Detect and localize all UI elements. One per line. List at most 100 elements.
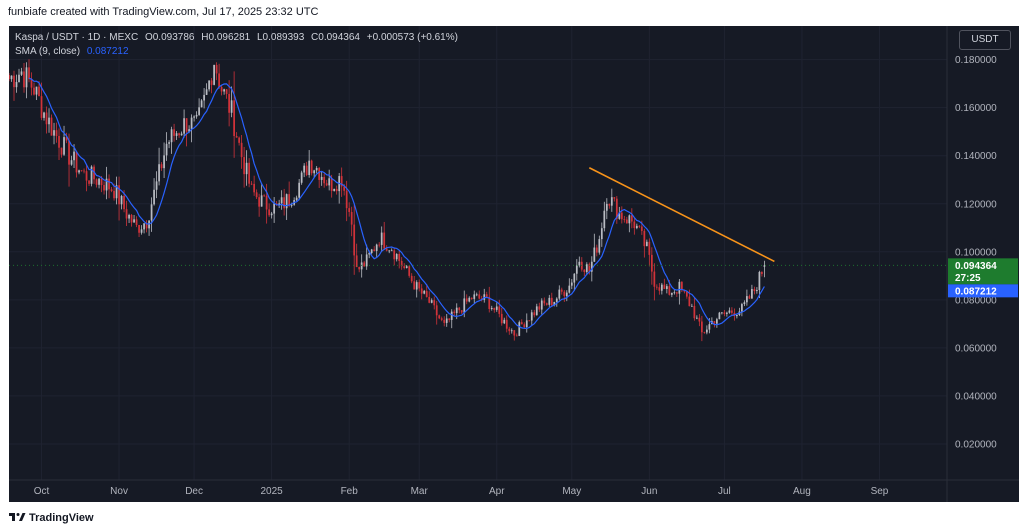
candle-body <box>445 318 448 323</box>
candle <box>303 163 306 178</box>
candle <box>555 297 558 307</box>
candle <box>215 62 218 81</box>
candle-body <box>705 329 708 333</box>
y-tick-label: 0.040000 <box>955 391 997 402</box>
candle-body <box>210 80 213 85</box>
candle <box>505 315 508 333</box>
candle <box>318 166 321 188</box>
candle-body <box>721 312 723 314</box>
candlestick-chart[interactable]: 0.180000 0.160000 0.140000 0.120000 0.100000… <box>9 26 1019 502</box>
symbol-title[interactable]: Kaspa / USDT · 1D · MEXC <box>15 32 139 43</box>
candle <box>660 282 663 295</box>
candle-body <box>313 170 316 174</box>
candle-body <box>290 204 293 206</box>
x-axis[interactable]: Oct Nov Dec 2025 Feb Mar Apr May Jun Jul Aug Sep <box>9 479 1019 497</box>
candle-body <box>20 71 23 75</box>
candle <box>298 178 301 201</box>
candle <box>245 150 248 186</box>
candle <box>643 228 646 258</box>
candle-body <box>736 314 738 317</box>
candle <box>45 106 48 134</box>
candle-body <box>28 67 30 80</box>
candle <box>278 199 281 208</box>
candle-body <box>213 64 215 85</box>
candle <box>500 307 503 326</box>
candle-body <box>700 321 703 333</box>
candle <box>658 283 661 295</box>
candle-body <box>473 294 476 299</box>
candle-body <box>508 328 511 332</box>
candle <box>308 150 311 178</box>
candle <box>195 111 198 119</box>
sma-label[interactable]: SMA (9, close) <box>15 46 81 57</box>
candle-body <box>595 247 598 253</box>
candle-body <box>458 307 461 311</box>
candle-body <box>300 172 303 183</box>
candle <box>380 226 383 252</box>
candle-body <box>623 219 626 221</box>
candle-body <box>753 289 756 292</box>
candle <box>33 82 35 96</box>
y-tick-label: 0.120000 <box>955 199 997 210</box>
candle <box>675 291 678 297</box>
candle <box>340 167 343 197</box>
candle-body <box>400 260 403 267</box>
candle <box>450 309 453 329</box>
candle <box>408 265 411 278</box>
candle <box>525 313 528 333</box>
y-axis[interactable]: 0.180000 0.160000 0.140000 0.120000 0.100000… <box>946 26 997 502</box>
candle <box>578 256 581 268</box>
candle-body <box>660 284 663 291</box>
candle <box>338 172 341 204</box>
candle-body <box>88 180 90 184</box>
candle-body <box>368 253 371 255</box>
candle <box>563 290 566 302</box>
candle <box>233 71 235 158</box>
candle <box>53 122 55 145</box>
candle <box>220 84 223 96</box>
candle-body <box>175 133 178 136</box>
candle <box>365 244 368 270</box>
candle <box>533 309 536 318</box>
candle <box>430 298 433 304</box>
candle-body <box>208 80 210 90</box>
candle <box>128 213 130 223</box>
candle-body <box>698 317 701 322</box>
ohlc-row: Kaspa / USDT · 1D · MEXC O0.093786 H0.09… <box>15 31 458 45</box>
candle <box>288 181 291 208</box>
candle <box>205 83 208 95</box>
candle <box>475 292 478 297</box>
candle <box>333 188 336 192</box>
currency-button[interactable]: USDT <box>959 30 1011 50</box>
candle <box>583 269 586 276</box>
candle-body <box>85 171 88 181</box>
candle <box>160 162 163 171</box>
candle-body <box>60 147 63 155</box>
candle <box>105 166 108 200</box>
candle-body <box>728 310 731 313</box>
candle <box>630 208 633 229</box>
candle <box>175 130 178 141</box>
candle-body <box>160 164 163 169</box>
candle <box>510 328 513 334</box>
candle-body <box>408 266 411 276</box>
candle-body <box>535 306 538 316</box>
candle <box>633 218 636 235</box>
candle <box>358 266 361 273</box>
candle-body <box>668 286 671 295</box>
candle-body <box>510 330 513 332</box>
candle <box>443 316 446 327</box>
candle-body <box>563 291 566 297</box>
candle <box>133 214 135 223</box>
candle <box>488 286 491 313</box>
candle <box>405 265 408 269</box>
candle-body <box>405 266 408 268</box>
candle <box>283 188 286 216</box>
candle <box>350 206 353 237</box>
candle-body <box>498 306 501 314</box>
candle <box>723 309 726 317</box>
candle-body <box>155 181 158 190</box>
chart-area[interactable]: 0.180000 0.160000 0.140000 0.120000 0.100000… <box>9 26 1019 502</box>
chart-legend: Kaspa / USDT · 1D · MEXC O0.093786 H0.09… <box>15 31 458 59</box>
candle <box>570 278 573 290</box>
